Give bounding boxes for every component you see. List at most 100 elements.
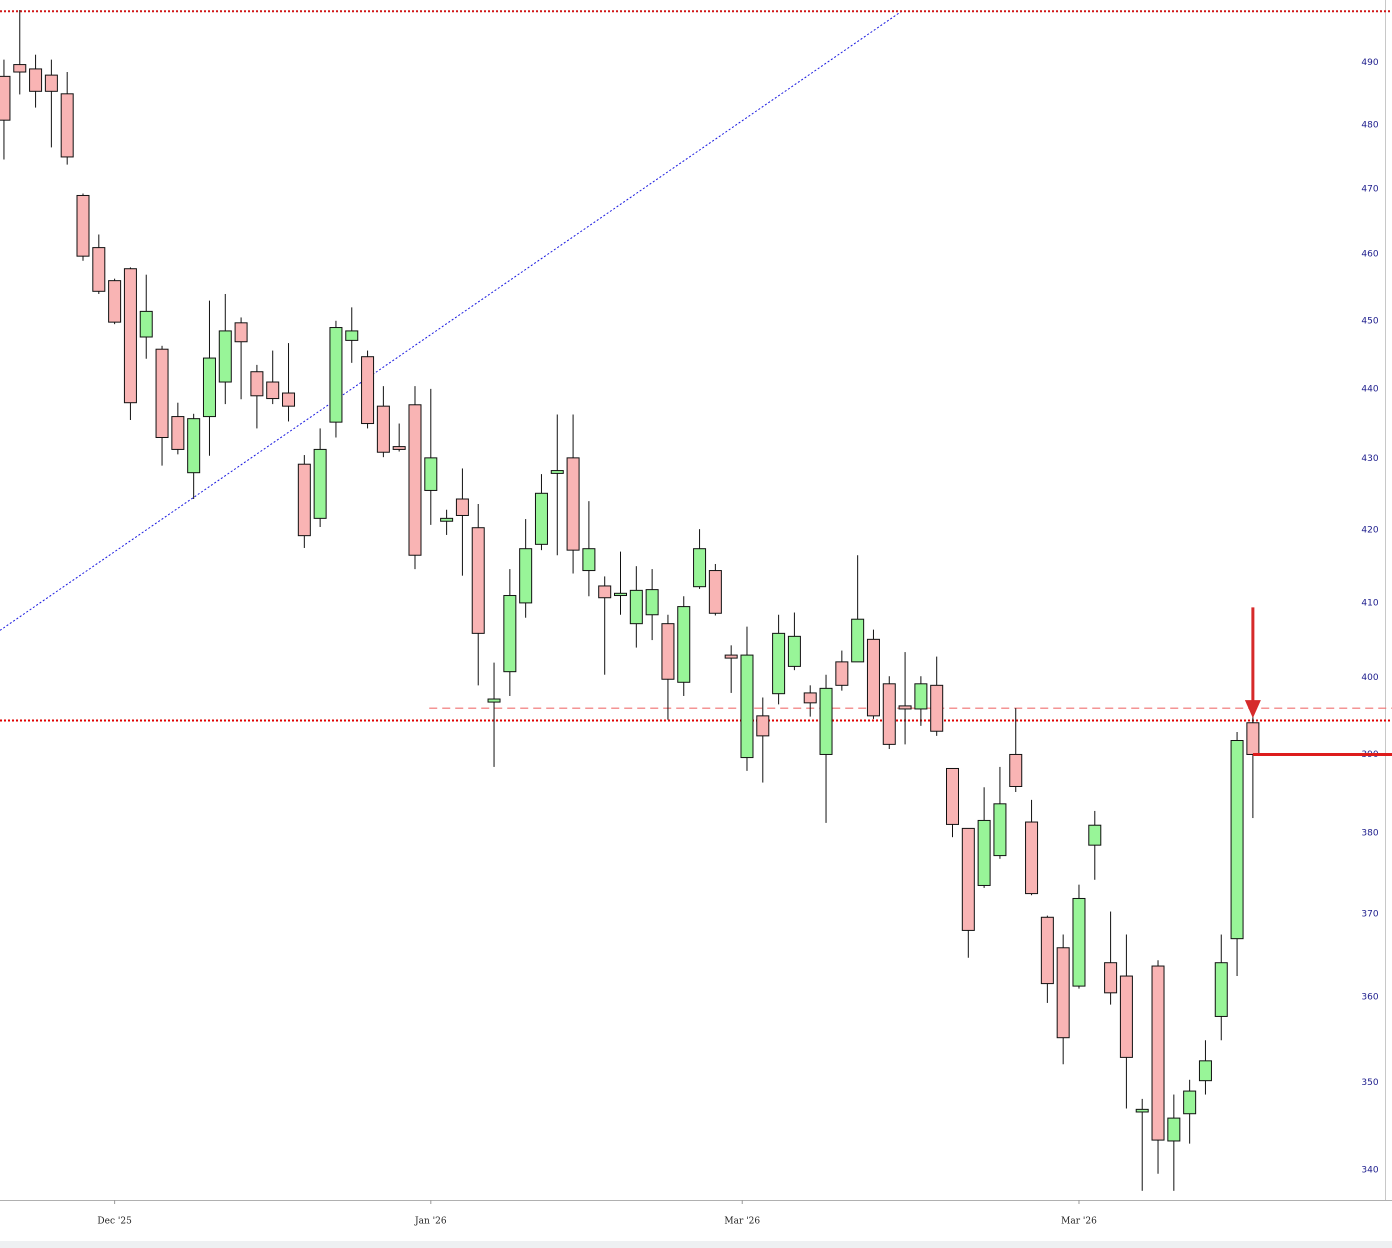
y-tick-label: 420 bbox=[1361, 525, 1378, 535]
candle-body bbox=[155, 348, 169, 438]
candle-body bbox=[614, 592, 628, 597]
y-tick-label: 410 bbox=[1361, 598, 1378, 608]
candle-body bbox=[708, 570, 722, 614]
candle-body bbox=[519, 548, 533, 604]
y-tick-label: 380 bbox=[1361, 829, 1378, 839]
candle-body bbox=[29, 68, 43, 92]
candle-body bbox=[914, 683, 928, 710]
candle-body bbox=[282, 392, 296, 407]
candle-body bbox=[313, 448, 327, 519]
y-tick-label: 440 bbox=[1361, 384, 1378, 394]
candle-body bbox=[598, 585, 612, 599]
candle-body bbox=[882, 683, 896, 745]
candle-body bbox=[76, 194, 90, 257]
candle-body bbox=[1151, 965, 1165, 1141]
candle-body bbox=[440, 517, 454, 522]
candle-body bbox=[376, 405, 390, 453]
candle-body bbox=[234, 322, 248, 343]
x-tick-label: Mar '26 bbox=[1061, 1217, 1097, 1227]
y-tick-label: 340 bbox=[1361, 1166, 1378, 1176]
candle-body bbox=[740, 654, 754, 759]
candle-body bbox=[961, 827, 975, 931]
candle-body bbox=[977, 819, 991, 886]
candle-body bbox=[1183, 1090, 1197, 1115]
candle-body bbox=[108, 280, 122, 323]
candle-body bbox=[171, 416, 185, 450]
candle-body bbox=[787, 635, 801, 667]
y-tick-label: 360 bbox=[1361, 993, 1378, 1003]
y-tick-label: 430 bbox=[1361, 454, 1378, 464]
candle-body bbox=[60, 93, 74, 158]
y-tick-label: 480 bbox=[1361, 121, 1378, 131]
candle-body bbox=[1104, 962, 1118, 994]
candle-body bbox=[582, 548, 596, 572]
candle-body bbox=[1088, 824, 1102, 846]
candle-body bbox=[756, 715, 770, 737]
candle-body bbox=[866, 638, 880, 717]
candle-body bbox=[677, 606, 691, 683]
y-tick-label: 350 bbox=[1361, 1078, 1378, 1088]
candle-body bbox=[1119, 975, 1133, 1058]
candle-body bbox=[534, 492, 548, 545]
candle-body bbox=[724, 654, 738, 659]
candle-body bbox=[392, 446, 406, 450]
candle-body bbox=[123, 268, 137, 404]
candle-body bbox=[297, 463, 311, 537]
candle-body bbox=[1167, 1117, 1181, 1142]
candle-body bbox=[361, 356, 375, 425]
candle-body bbox=[1056, 947, 1070, 1039]
candle-body bbox=[1135, 1108, 1149, 1113]
x-tick-label: Jan '26 bbox=[414, 1217, 447, 1227]
y-tick-label: 470 bbox=[1361, 185, 1378, 195]
x-tick-label: Dec '25 bbox=[97, 1217, 132, 1227]
candle-body bbox=[629, 589, 643, 625]
candle-body bbox=[1214, 962, 1228, 1017]
candle-body bbox=[930, 684, 944, 732]
candle-body bbox=[408, 404, 422, 556]
candle-body bbox=[44, 74, 58, 92]
candle-body bbox=[345, 330, 359, 341]
candle-body bbox=[250, 371, 264, 397]
candle-body bbox=[1198, 1060, 1212, 1082]
bottom-strip bbox=[0, 1241, 1392, 1248]
candle-body bbox=[13, 64, 27, 73]
candle-body bbox=[424, 457, 438, 491]
candle-body bbox=[455, 498, 469, 516]
candle-body bbox=[898, 705, 912, 710]
y-tick-label: 460 bbox=[1361, 250, 1378, 260]
candle-body bbox=[92, 247, 106, 292]
y-tick-label: 490 bbox=[1361, 58, 1378, 68]
candle-body bbox=[1025, 821, 1039, 895]
candle-body bbox=[1072, 897, 1086, 987]
candle-body bbox=[772, 632, 786, 695]
candle-body bbox=[1230, 740, 1244, 940]
candle-body bbox=[1040, 916, 1054, 985]
y-tick-label: 370 bbox=[1361, 909, 1378, 919]
trendline bbox=[0, 9, 904, 631]
candle-body bbox=[803, 692, 817, 704]
arrow-head bbox=[1244, 700, 1261, 719]
candle-body bbox=[993, 803, 1007, 857]
candle-body bbox=[835, 661, 849, 686]
candle-body bbox=[566, 457, 580, 551]
candle-body bbox=[1246, 722, 1260, 755]
candle-body bbox=[139, 310, 153, 338]
candle-body bbox=[1009, 753, 1023, 787]
candle-body bbox=[819, 687, 833, 755]
candle-body bbox=[0, 75, 11, 121]
x-tick-label: Mar '26 bbox=[724, 1217, 760, 1227]
candle-body bbox=[487, 698, 501, 703]
candle-body bbox=[329, 327, 343, 423]
candle-body bbox=[693, 548, 707, 588]
candle-body bbox=[851, 618, 865, 663]
candle-body bbox=[187, 418, 201, 474]
candle-body bbox=[218, 330, 232, 383]
candle-body bbox=[946, 767, 960, 825]
candle-body bbox=[661, 623, 675, 680]
candle-body bbox=[550, 470, 564, 474]
candle-body bbox=[471, 527, 485, 634]
candle-body bbox=[202, 357, 216, 418]
